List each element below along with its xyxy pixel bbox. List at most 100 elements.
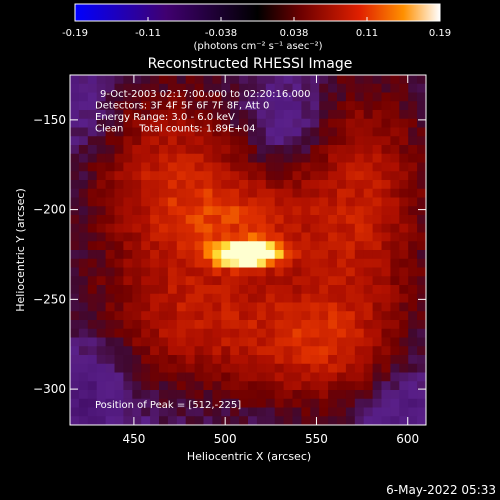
- heatmap-cell: [150, 250, 160, 260]
- heatmap-cell: [150, 346, 160, 356]
- heatmap-cell: [381, 162, 391, 172]
- heatmap-cell: [319, 241, 329, 251]
- heatmap-cell: [176, 223, 187, 233]
- heatmap-cell: [372, 250, 382, 260]
- heatmap-cell: [337, 346, 347, 356]
- heatmap-cell: [203, 127, 213, 137]
- heatmap-cell: [194, 232, 204, 242]
- heatmap-cell: [345, 101, 356, 111]
- heatmap-cell: [132, 215, 142, 225]
- heatmap-cell: [292, 83, 302, 93]
- heatmap-cell: [319, 267, 329, 277]
- heatmap-cell: [301, 293, 311, 303]
- heatmap-cell: [123, 267, 133, 277]
- heatmap-cell: [150, 223, 160, 233]
- heatmap-cell: [221, 241, 231, 251]
- heatmap-cell: [319, 250, 329, 260]
- heatmap-cell: [221, 320, 231, 330]
- heatmap-cell: [96, 267, 106, 277]
- heatmap-cell: [141, 320, 151, 330]
- heatmap-cell: [408, 346, 418, 356]
- heatmap-cell: [363, 83, 373, 93]
- heatmap-cell: [203, 267, 213, 277]
- heatmap-cell: [150, 136, 160, 146]
- heatmap-cell: [292, 197, 302, 207]
- heatmap-cell: [105, 381, 115, 391]
- heatmap-cell: [239, 206, 249, 216]
- heatmap-cell: [417, 215, 426, 225]
- heatmap-cell: [194, 223, 204, 233]
- heatmap-cell: [310, 215, 320, 225]
- heatmap-cell: [256, 258, 267, 268]
- timestamp: 6-May-2022 05:33: [386, 483, 496, 497]
- heatmap-cell: [70, 293, 80, 303]
- heatmap-cell: [221, 337, 231, 347]
- heatmap-cell: [203, 276, 213, 286]
- heatmap-cell: [105, 390, 115, 400]
- heatmap-cell: [194, 398, 204, 408]
- heatmap-cell: [399, 180, 409, 190]
- heatmap-cell: [176, 136, 187, 146]
- heatmap-cell: [221, 250, 231, 260]
- heatmap-cell: [319, 232, 329, 242]
- heatmap-cell: [372, 320, 382, 330]
- heatmap-cell: [185, 127, 195, 137]
- heatmap-cell: [78, 320, 89, 330]
- heatmap-cell: [203, 346, 213, 356]
- heatmap-cell: [132, 180, 142, 190]
- colorbar-ticks: [74, 17, 441, 21]
- heatmap-cell: [87, 267, 98, 277]
- heatmap-cell: [176, 293, 187, 303]
- heatmap-cell: [194, 337, 204, 347]
- y-tick-label: −300: [33, 382, 66, 396]
- heatmap-cell: [141, 328, 151, 338]
- heatmap-cell: [185, 110, 195, 120]
- heatmap-cell: [150, 363, 160, 373]
- heatmap-cell: [417, 180, 426, 190]
- heatmap-cell: [105, 188, 115, 198]
- heatmap-cell: [123, 162, 133, 172]
- heatmap-cell: [159, 197, 169, 207]
- heatmap-cell: [381, 101, 391, 111]
- heatmap-cell: [78, 250, 89, 260]
- heatmap-cell: [114, 75, 124, 85]
- heatmap-cell: [354, 416, 365, 425]
- heatmap-cell: [123, 381, 133, 391]
- heatmap-cell: [141, 223, 151, 233]
- heatmap-cell: [301, 276, 311, 286]
- heatmap-cell: [105, 355, 115, 365]
- heatmap-cell: [354, 381, 365, 391]
- heatmap-cell: [230, 390, 240, 400]
- heatmap-cell: [363, 136, 373, 146]
- heatmap-cell: [399, 390, 409, 400]
- heatmap-cell: [381, 285, 391, 295]
- heatmap-cell: [363, 92, 373, 102]
- heatmap-cell: [390, 311, 400, 321]
- heatmap-cell: [301, 83, 311, 93]
- heatmap-cell: [310, 416, 320, 425]
- heatmap-cell: [248, 180, 258, 190]
- annotation-line: 9-Oct-2003 02:17:00.000 to 02:20:16.000: [100, 89, 311, 100]
- heatmap-cell: [141, 136, 151, 146]
- heatmap-cell: [310, 101, 320, 111]
- heatmap-cell: [194, 241, 204, 251]
- heatmap-cell: [292, 267, 302, 277]
- heatmap-cell: [363, 188, 373, 198]
- heatmap-cell: [363, 118, 373, 128]
- heatmap-cell: [114, 250, 124, 260]
- heatmap-cell: [301, 241, 311, 251]
- heatmap-cell: [132, 188, 142, 198]
- heatmap-cell: [328, 320, 338, 330]
- heatmap-cell: [248, 328, 258, 338]
- heatmap-cell: [390, 145, 400, 155]
- heatmap-cell: [363, 75, 373, 85]
- heatmap-cell: [221, 381, 231, 391]
- heatmap-cell: [141, 355, 151, 365]
- heatmap-cell: [283, 416, 293, 425]
- heatmap-cell: [408, 153, 418, 163]
- heatmap-cell: [167, 258, 178, 268]
- heatmap-cell: [185, 250, 195, 260]
- heatmap-cell: [381, 311, 391, 321]
- heatmap-cell: [310, 355, 320, 365]
- heatmap-cell: [372, 398, 382, 408]
